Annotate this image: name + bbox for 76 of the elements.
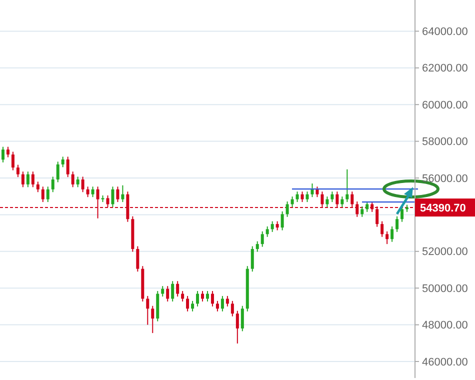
candlestick <box>400 206 404 222</box>
candlestick <box>236 310 239 344</box>
candlestick <box>6 146 10 158</box>
y-tick-label: 48000.00 <box>422 320 468 332</box>
candlestick <box>266 226 269 238</box>
candlestick <box>306 191 309 203</box>
candlestick <box>46 186 50 203</box>
candlestick <box>171 280 174 302</box>
candlestick <box>11 151 14 171</box>
candlestick <box>380 220 384 238</box>
candlestick <box>71 171 74 188</box>
candlestick <box>346 168 349 203</box>
candlestick <box>206 290 209 302</box>
candlestick <box>390 226 394 242</box>
candlestick <box>51 176 54 193</box>
y-tick-label: 52000.00 <box>422 246 468 258</box>
y-tick-label: 58000.00 <box>422 136 468 148</box>
candlestick <box>290 196 294 208</box>
candlestick <box>191 300 194 312</box>
candlestick <box>316 186 319 198</box>
candlestick <box>186 295 190 312</box>
candlestick <box>230 300 234 317</box>
candlestick <box>250 246 254 272</box>
candlestick <box>86 186 90 198</box>
candlestick <box>161 286 164 298</box>
candlestick <box>340 196 344 208</box>
candlestick <box>66 156 70 178</box>
candlestick <box>136 246 140 272</box>
candlestick <box>310 182 314 198</box>
candlestick <box>146 295 150 326</box>
y-tick-label: 64000.00 <box>422 26 468 38</box>
candlestick <box>256 240 259 252</box>
candlestick <box>56 161 60 183</box>
candlestick <box>210 290 214 307</box>
candlestick <box>121 184 124 203</box>
candlestick <box>296 191 299 203</box>
candlestick <box>1 146 4 163</box>
candlestick <box>240 305 244 332</box>
candlestick <box>181 290 184 302</box>
candlestick <box>220 295 224 312</box>
y-tick-label: 46000.00 <box>422 356 468 368</box>
candlestick <box>201 290 204 302</box>
candlestick <box>300 191 304 203</box>
candlestick <box>366 200 369 212</box>
candlestick <box>111 186 114 208</box>
candlestick <box>61 156 64 168</box>
candlestick <box>176 280 180 298</box>
ref-line-label: 54390.70 <box>420 202 466 214</box>
candlestick <box>216 300 219 312</box>
candlestick <box>31 171 34 188</box>
candlestick <box>151 305 154 334</box>
candlestick <box>330 191 334 203</box>
candlestick <box>76 176 80 188</box>
candlestick <box>196 290 200 307</box>
candlestick <box>396 216 399 232</box>
candlestick <box>41 186 44 203</box>
candlestick <box>36 181 40 193</box>
y-tick-label: 62000.00 <box>422 62 468 75</box>
candlestick <box>280 210 284 231</box>
candlestick <box>270 220 274 232</box>
candlestick <box>166 286 170 302</box>
candlestick <box>21 171 24 188</box>
candlestick <box>26 171 30 188</box>
candlestick <box>81 176 84 193</box>
candlestick <box>286 200 289 218</box>
candlestick <box>386 230 389 245</box>
y-tick-label: 60000.00 <box>422 99 468 112</box>
y-tick-label: 50000.00 <box>422 282 468 295</box>
candlestick <box>360 206 364 218</box>
candlestick <box>116 186 120 203</box>
candlestick <box>226 295 229 307</box>
candlestick <box>16 164 20 178</box>
candlestick <box>91 186 94 198</box>
candlestick <box>326 196 329 208</box>
candlestick <box>260 230 264 248</box>
y-tick-label: 56000.00 <box>422 172 468 185</box>
